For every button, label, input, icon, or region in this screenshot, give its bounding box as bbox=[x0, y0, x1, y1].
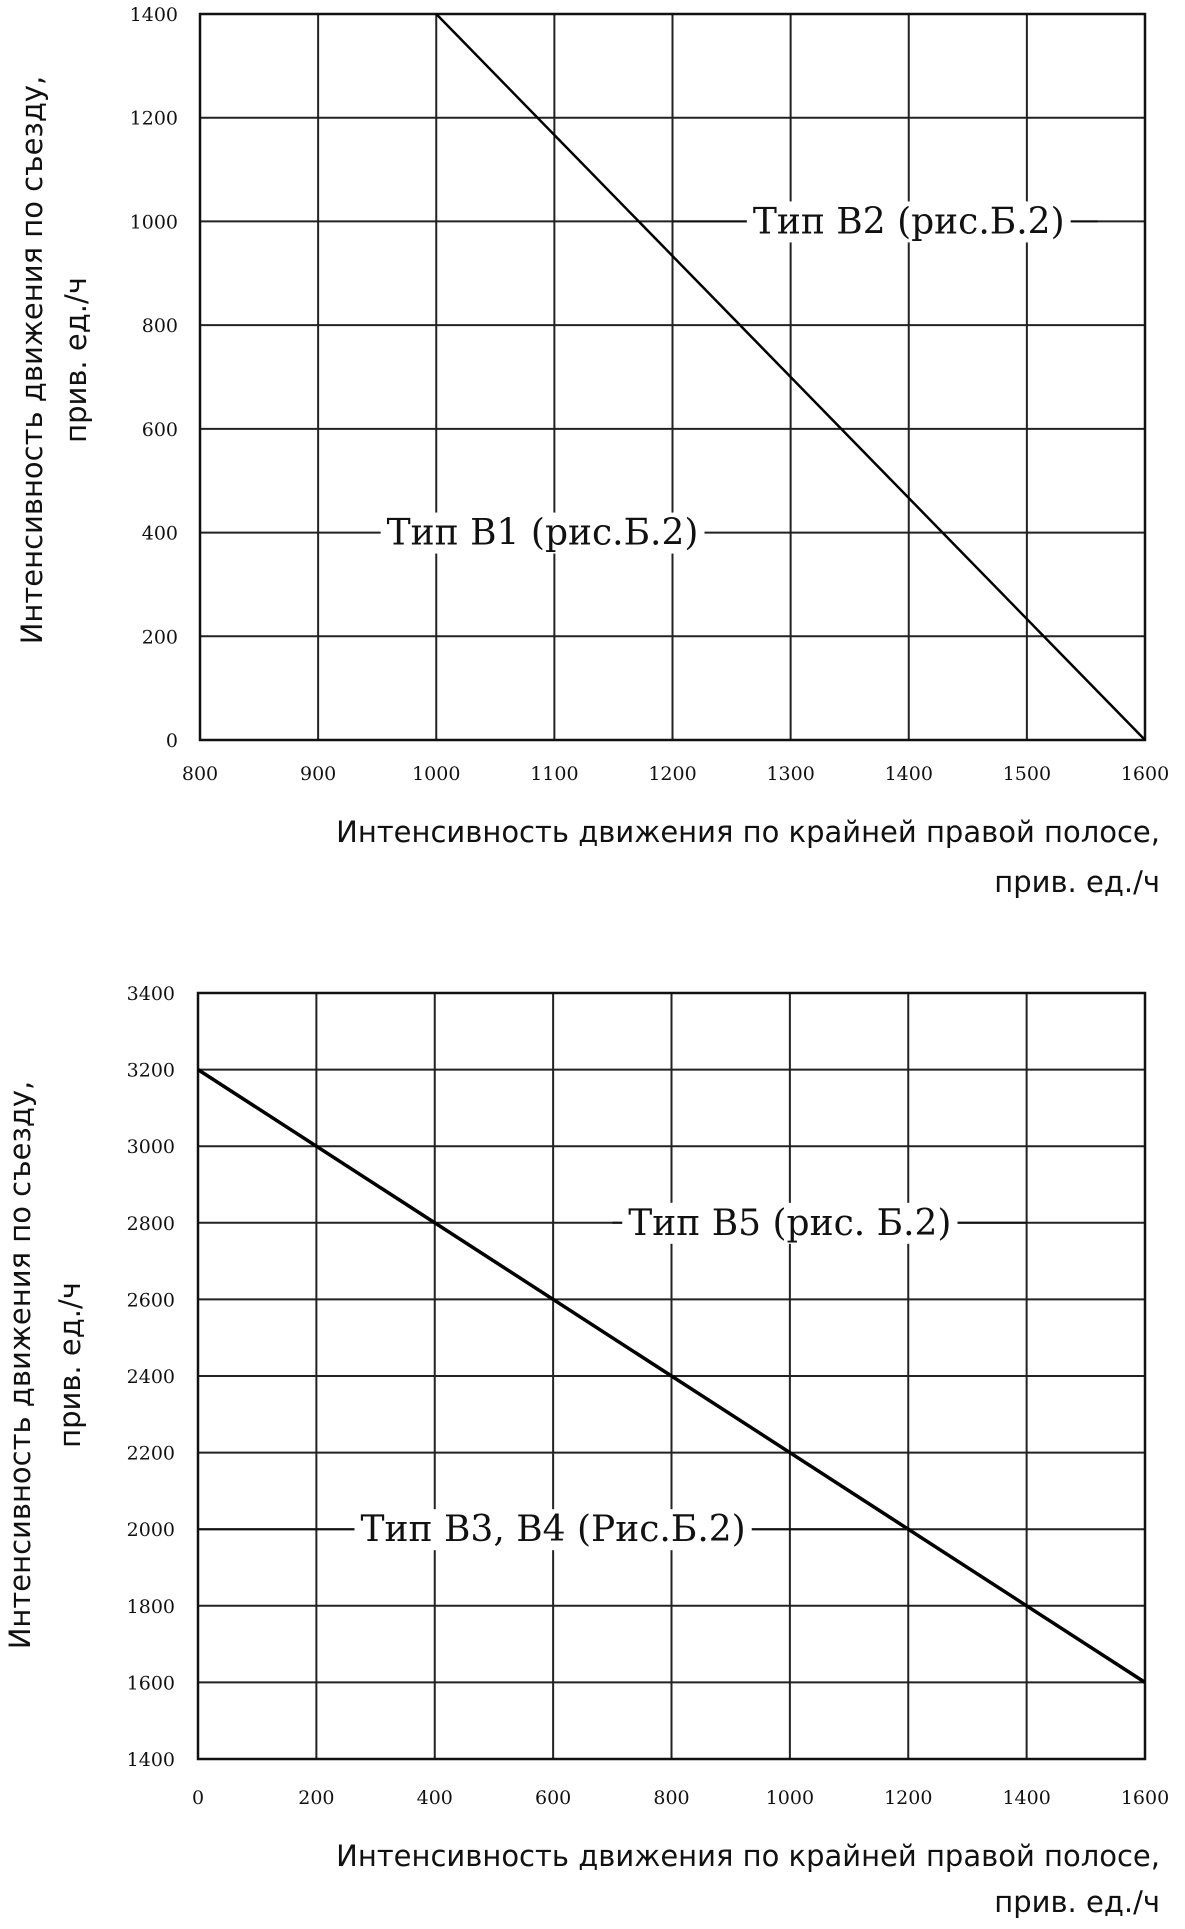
x-axis-title: Интенсивность движения по крайней правой… bbox=[336, 815, 1160, 849]
x-tick-label: 200 bbox=[298, 1787, 334, 1809]
y-tick-label: 1400 bbox=[127, 1749, 175, 1771]
annotation-label: Тип В2 (рис.Б.2) bbox=[753, 201, 1065, 242]
x-axis-title: прив. ед./ч bbox=[994, 1885, 1160, 1919]
y-axis-title: Интенсивность движения по съезду, bbox=[3, 1081, 37, 1650]
y-tick-label: 3000 bbox=[127, 1136, 175, 1158]
plot-frame bbox=[196, 991, 1147, 1761]
annotation-label: Тип В5 (рис. Б.2) bbox=[628, 1203, 951, 1244]
annotation-background bbox=[380, 512, 705, 554]
y-tick-label: 2200 bbox=[127, 1443, 175, 1465]
y-tick-label: 600 bbox=[142, 419, 178, 441]
x-tick-label: 1400 bbox=[885, 763, 933, 785]
y-tick-label: 1200 bbox=[130, 108, 178, 130]
y-tick-label: 400 bbox=[142, 523, 178, 545]
series-line bbox=[435, 13, 1146, 741]
x-tick-label: 400 bbox=[417, 1787, 453, 1809]
x-tick-label: 1500 bbox=[1003, 763, 1051, 785]
y-tick-label: 0 bbox=[166, 730, 178, 752]
x-tick-label: 1600 bbox=[1121, 1787, 1169, 1809]
x-tick-label: 1600 bbox=[1121, 763, 1169, 785]
x-tick-label: 1200 bbox=[648, 763, 696, 785]
x-tick-label: 800 bbox=[653, 1787, 689, 1809]
y-axis-title: прив. ед./ч bbox=[59, 277, 93, 443]
y-tick-label: 2400 bbox=[127, 1366, 175, 1388]
x-axis-title: прив. ед./ч bbox=[994, 865, 1160, 899]
chart-bottom: 0 200 400 600 800 1000 1200 1400 1600 1400 1600 180… bbox=[3, 983, 1169, 1919]
x-axis-title: Интенсивность движения по крайней правой… bbox=[336, 1839, 1160, 1873]
x-tick-label: 1200 bbox=[884, 1787, 932, 1809]
chart-top: 800 900 1000 1100 1200 1300 1400 1500 1600 0 200 40… bbox=[15, 4, 1169, 899]
y-axis-title: прив. ед./ч bbox=[53, 1282, 87, 1448]
y-tick-label: 200 bbox=[142, 626, 178, 648]
y-tick-label: 1400 bbox=[130, 4, 178, 26]
y-tick-label: 1800 bbox=[127, 1596, 175, 1618]
annotation-label: Тип В1 (рис.Б.2) bbox=[387, 513, 699, 554]
x-tick-label: 1400 bbox=[1002, 1787, 1050, 1809]
annotation-background bbox=[354, 1509, 752, 1551]
y-axis-title: Интенсивность движения по съезду, bbox=[15, 76, 49, 645]
y-tick-label: 2000 bbox=[127, 1519, 175, 1541]
annotation-background bbox=[746, 201, 1071, 243]
x-tick-label: 600 bbox=[535, 1787, 571, 1809]
x-tick-label: 0 bbox=[192, 1787, 204, 1809]
y-tick-label: 1600 bbox=[127, 1672, 175, 1694]
x-tick-label: 800 bbox=[182, 763, 218, 785]
y-tick-label: 800 bbox=[142, 315, 178, 337]
series-line bbox=[197, 1068, 1146, 1684]
annotation-background bbox=[622, 1202, 958, 1244]
y-tick-label: 1000 bbox=[130, 211, 178, 233]
annotation-label: Тип В3, В4 (Рис.Б.2) bbox=[361, 1509, 746, 1550]
y-tick-label: 3200 bbox=[127, 1060, 175, 1082]
x-tick-label: 1100 bbox=[530, 763, 578, 785]
x-tick-label: 1000 bbox=[766, 1787, 814, 1809]
x-tick-label: 1000 bbox=[412, 763, 460, 785]
y-tick-label: 2800 bbox=[127, 1213, 175, 1235]
x-tick-label: 900 bbox=[300, 763, 336, 785]
y-tick-label: 3400 bbox=[127, 983, 175, 1005]
y-tick-label: 2600 bbox=[127, 1289, 175, 1311]
x-tick-label: 1300 bbox=[766, 763, 814, 785]
plot-frame bbox=[198, 12, 1147, 742]
